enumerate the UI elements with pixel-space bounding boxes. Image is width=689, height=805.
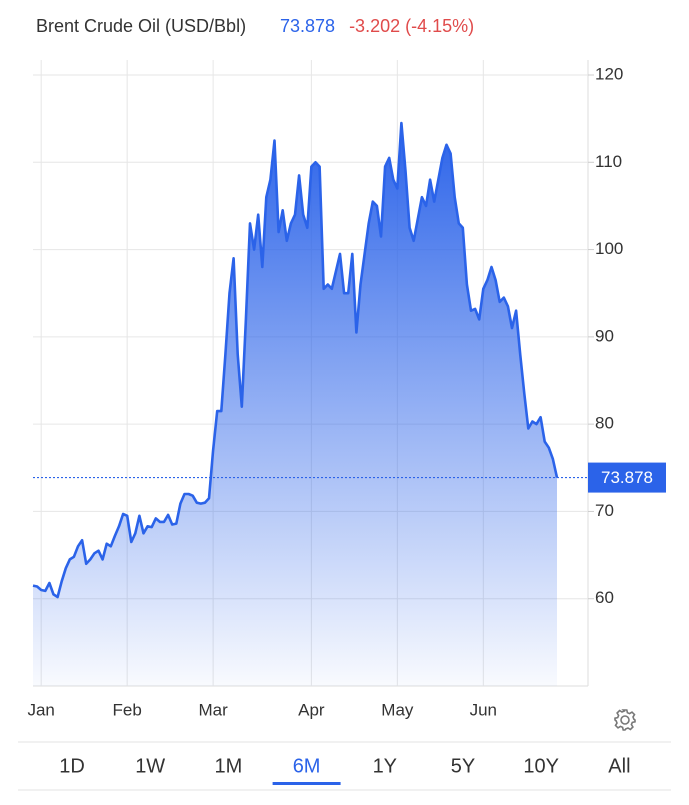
y-tick-label: 70 [595,501,614,520]
x-tick-label: May [381,700,414,719]
x-tick-label: Feb [113,700,142,719]
range-button[interactable]: All [608,755,630,777]
range-button[interactable]: 6M [293,755,321,777]
last-price: 73.878 [280,16,335,36]
range-button[interactable]: 1W [135,755,165,777]
price-change: -3.202 (-4.15%) [349,16,474,36]
range-button[interactable]: 1M [215,755,243,777]
last-value-label: 73.878 [601,468,653,487]
area [33,123,557,686]
chart-title: Brent Crude Oil (USD/Bbl) [36,16,246,36]
y-tick-label: 120 [595,64,623,83]
line [32,121,559,599]
range-button[interactable]: 1Y [373,755,397,777]
y-tick-label: 60 [595,588,614,607]
y-tick-label: 100 [595,239,623,258]
y-tick-label: 90 [595,326,614,345]
selected-underline [272,782,341,785]
x-tick-label: Jun [470,700,497,719]
settings-icon[interactable] [614,709,636,731]
y-tick-label: 80 [595,414,614,433]
last-value-tag [588,462,666,493]
range-button[interactable]: 1D [59,755,85,777]
range-button[interactable]: 10Y [523,755,559,777]
x-tick-label: Apr [298,700,325,719]
range-button[interactable]: 5Y [451,755,475,777]
x-tick-label: Mar [198,700,228,719]
x-tick-label: Jan [27,700,54,719]
y-tick-label: 110 [595,152,622,171]
